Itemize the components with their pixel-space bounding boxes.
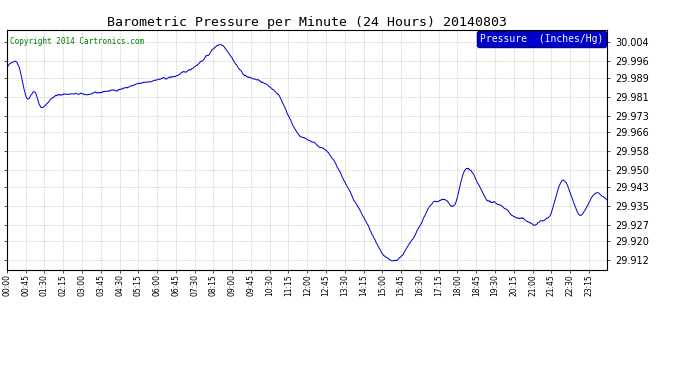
Legend: Pressure  (Inches/Hg): Pressure (Inches/Hg)	[477, 31, 607, 47]
Title: Barometric Pressure per Minute (24 Hours) 20140803: Barometric Pressure per Minute (24 Hours…	[107, 16, 507, 29]
Text: Copyright 2014 Cartronics.com: Copyright 2014 Cartronics.com	[10, 37, 144, 46]
